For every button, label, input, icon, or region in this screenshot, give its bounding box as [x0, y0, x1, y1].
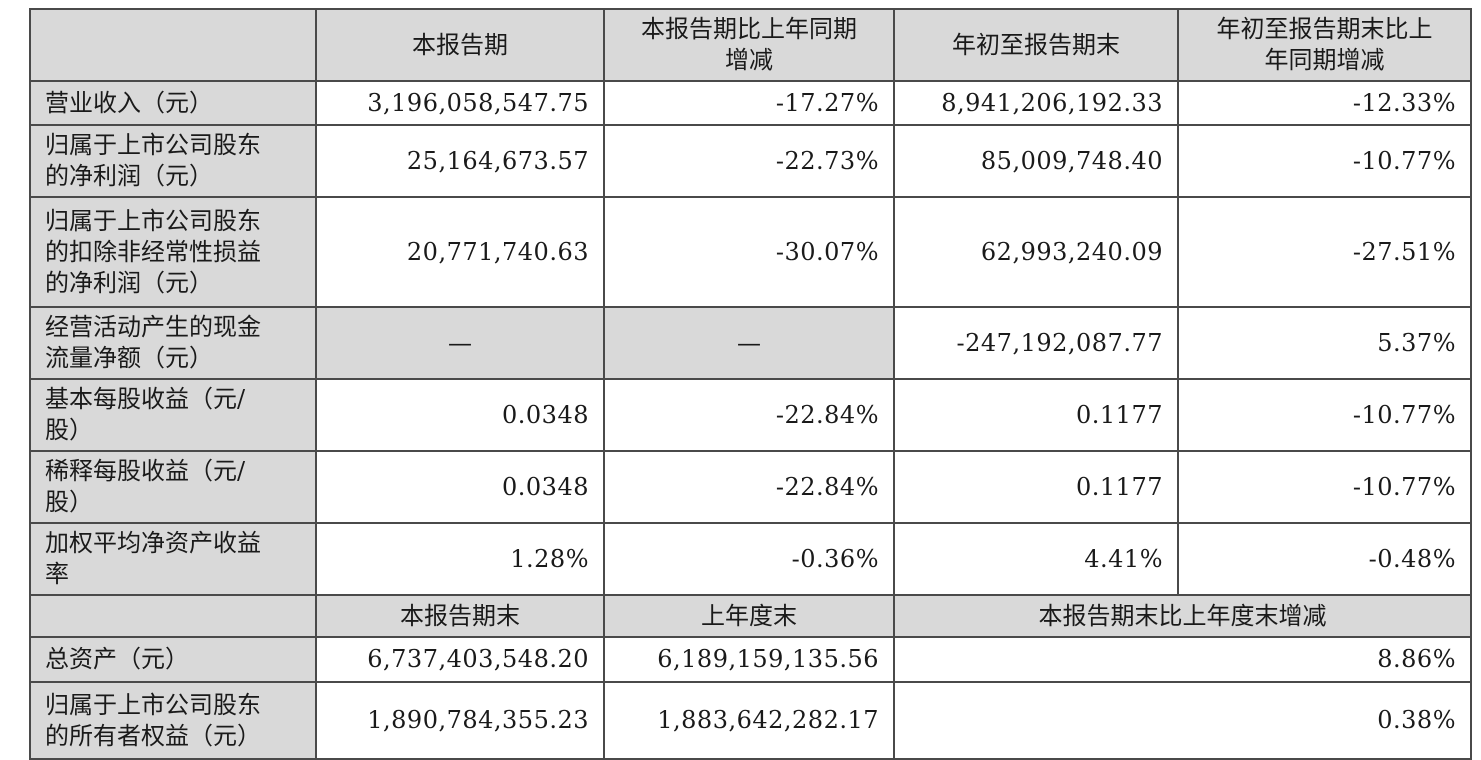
- cell-value: -30.07%: [603, 196, 895, 308]
- cell-value: 62,993,240.09: [893, 196, 1179, 308]
- sub-header-change-vs-prev-year-end: 本报告期末比上年度末增减: [893, 594, 1472, 638]
- cell-value: -10.77%: [1177, 124, 1472, 198]
- cell-value: 25,164,673.57: [315, 124, 605, 198]
- cell-value: 0.0348: [315, 450, 605, 524]
- table-row-net-profit: 归属于上市公司股东的净利润（元） 25,164,673.57 -22.73% 8…: [29, 124, 1472, 198]
- row-label: 归属于上市公司股东的所有者权益（元）: [29, 681, 317, 760]
- table-row-equity-attributable-to-shareholders: 归属于上市公司股东的所有者权益（元） 1,890,784,355.23 1,88…: [29, 681, 1472, 760]
- table-row-weighted-avg-roe: 加权平均净资产收益率 1.28% -0.36% 4.41% -0.48%: [29, 522, 1472, 596]
- cell-value: -27.51%: [1177, 196, 1472, 308]
- header-current-period-yoy-change: 本报告期比上年同期增减: [603, 8, 895, 82]
- cell-value: -0.48%: [1177, 522, 1472, 596]
- cell-value: -22.73%: [603, 124, 895, 198]
- table-row-revenue: 营业收入（元） 3,196,058,547.75 -17.27% 8,941,2…: [29, 80, 1472, 126]
- cell-value: -10.77%: [1177, 378, 1472, 452]
- cell-value: -22.84%: [603, 450, 895, 524]
- cell-value: 8,941,206,192.33: [893, 80, 1179, 126]
- cell-value: -17.27%: [603, 80, 895, 126]
- row-label: 归属于上市公司股东的扣除非经常性损益的净利润（元）: [29, 196, 317, 308]
- cell-value: 5.37%: [1177, 306, 1472, 380]
- cell-value: 1,890,784,355.23: [315, 681, 605, 760]
- cell-value: -0.36%: [603, 522, 895, 596]
- header-empty-cell: [29, 8, 317, 82]
- sub-header-row: 本报告期末 上年度末 本报告期末比上年度末增减: [29, 594, 1472, 638]
- table-row-basic-eps: 基本每股收益（元/股） 0.0348 -22.84% 0.1177 -10.77…: [29, 378, 1472, 452]
- row-label: 总资产（元）: [29, 636, 317, 683]
- sub-header-prev-year-end: 上年度末: [603, 594, 895, 638]
- cell-value: 6,189,159,135.56: [603, 636, 895, 683]
- sub-header-empty-cell: [29, 594, 317, 638]
- cell-value: -12.33%: [1177, 80, 1472, 126]
- row-label: 加权平均净资产收益率: [29, 522, 317, 596]
- cell-value: 8.86%: [893, 636, 1472, 683]
- cell-value: 4.41%: [893, 522, 1179, 596]
- table-row-net-profit-excl-nonrecurring: 归属于上市公司股东的扣除非经常性损益的净利润（元） 20,771,740.63 …: [29, 196, 1472, 308]
- row-label: 营业收入（元）: [29, 80, 317, 126]
- row-label: 归属于上市公司股东的净利润（元）: [29, 124, 317, 198]
- header-row: 本报告期 本报告期比上年同期增减 年初至报告期末 年初至报告期末比上年同期增减: [29, 8, 1472, 82]
- cell-value: -247,192,087.77: [893, 306, 1179, 380]
- table-row-total-assets: 总资产（元） 6,737,403,548.20 6,189,159,135.56…: [29, 636, 1472, 683]
- cell-value: 6,737,403,548.20: [315, 636, 605, 683]
- table-row-operating-cash-flow: 经营活动产生的现金流量净额（元） — — -247,192,087.77 5.3…: [29, 306, 1472, 380]
- cell-value: 3,196,058,547.75: [315, 80, 605, 126]
- cell-not-applicable: —: [315, 306, 605, 380]
- cell-value: 1,883,642,282.17: [603, 681, 895, 760]
- header-year-to-date-yoy-change: 年初至报告期末比上年同期增减: [1177, 8, 1472, 82]
- row-label: 基本每股收益（元/股）: [29, 378, 317, 452]
- cell-value: 85,009,748.40: [893, 124, 1179, 198]
- row-label: 稀释每股收益（元/股）: [29, 450, 317, 524]
- financial-summary-table: 本报告期 本报告期比上年同期增减 年初至报告期末 年初至报告期末比上年同期增减 …: [29, 8, 1472, 760]
- row-label: 经营活动产生的现金流量净额（元）: [29, 306, 317, 380]
- table-row-diluted-eps: 稀释每股收益（元/股） 0.0348 -22.84% 0.1177 -10.77…: [29, 450, 1472, 524]
- sub-header-period-end: 本报告期末: [315, 594, 605, 638]
- cell-value: -10.77%: [1177, 450, 1472, 524]
- cell-value: 0.1177: [893, 450, 1179, 524]
- cell-value: 1.28%: [315, 522, 605, 596]
- header-year-to-date: 年初至报告期末: [893, 8, 1179, 82]
- header-current-period: 本报告期: [315, 8, 605, 82]
- cell-value: 0.0348: [315, 378, 605, 452]
- cell-not-applicable: —: [603, 306, 895, 380]
- cell-value: 0.1177: [893, 378, 1179, 452]
- cell-value: -22.84%: [603, 378, 895, 452]
- cell-value: 20,771,740.63: [315, 196, 605, 308]
- cell-value: 0.38%: [893, 681, 1472, 760]
